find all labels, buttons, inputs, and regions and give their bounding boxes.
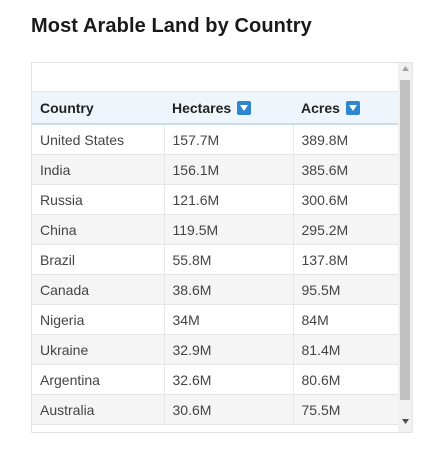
column-header-acres[interactable]: Acres: [293, 91, 398, 125]
column-header-label: Hectares: [172, 99, 232, 116]
table-row: Russia 121.6M 300.6M: [32, 184, 398, 215]
country-link[interactable]: Argentina: [32, 364, 165, 395]
hectares-cell: 32.9M: [164, 334, 294, 365]
vertical-scrollbar[interactable]: [398, 63, 412, 432]
country-link[interactable]: Brazil: [32, 244, 165, 275]
table-row: China 119.5M 295.2M: [32, 214, 398, 245]
table-row: India 156.1M 385.6M: [32, 154, 398, 185]
country-link[interactable]: Russia: [32, 184, 165, 215]
chevron-down-icon[interactable]: [398, 419, 412, 429]
hectares-cell: 38.6M: [164, 274, 294, 305]
acres-cell: 95.5M: [293, 274, 398, 305]
table-row: Brazil 55.8M 137.8M: [32, 244, 398, 275]
table-row: Argentina 32.6M 80.6M: [32, 364, 398, 395]
table-header-row: Country Hectares Acres: [32, 91, 398, 125]
page-title: Most Arable Land by Country: [31, 15, 312, 37]
hectares-cell: 121.6M: [164, 184, 294, 215]
acres-cell: 80.6M: [293, 364, 398, 395]
sort-down-icon[interactable]: [237, 100, 252, 115]
chevron-up-icon[interactable]: [398, 66, 412, 76]
country-link[interactable]: Canada: [32, 274, 165, 305]
acres-cell: 81.4M: [293, 334, 398, 365]
country-link[interactable]: Australia: [32, 394, 165, 425]
column-header-label: Country: [40, 99, 94, 116]
acres-cell: 385.6M: [293, 154, 398, 185]
country-link[interactable]: Ukraine: [32, 334, 165, 365]
country-link[interactable]: India: [32, 154, 165, 185]
sort-down-icon[interactable]: [345, 100, 360, 115]
column-header-country: Country: [32, 91, 164, 125]
acres-cell: 300.6M: [293, 184, 398, 215]
table-row: Australia 30.6M 75.5M: [32, 394, 398, 425]
acres-cell: 84M: [293, 304, 398, 335]
table-container[interactable]: Country Hectares Acres: [31, 62, 413, 433]
column-header-label: Acres: [301, 99, 340, 116]
table-row: United States 157.7M 389.8M: [32, 124, 398, 155]
hectares-cell: 119.5M: [164, 214, 294, 245]
hectares-cell: 157.7M: [164, 124, 294, 155]
country-link[interactable]: Nigeria: [32, 304, 165, 335]
scrollbar-thumb[interactable]: [400, 80, 410, 400]
hectares-cell: 30.6M: [164, 394, 294, 425]
hectares-cell: 156.1M: [164, 154, 294, 185]
table-row: Canada 38.6M 95.5M: [32, 274, 398, 305]
acres-cell: 389.8M: [293, 124, 398, 155]
acres-cell: 295.2M: [293, 214, 398, 245]
hectares-cell: 32.6M: [164, 364, 294, 395]
arable-land-table: Country Hectares Acres: [32, 91, 398, 425]
country-link[interactable]: China: [32, 214, 165, 245]
table-row: Ukraine 32.9M 81.4M: [32, 334, 398, 365]
country-link[interactable]: United States: [32, 124, 165, 155]
table-row: Nigeria 34M 84M: [32, 304, 398, 335]
hectares-cell: 55.8M: [164, 244, 294, 275]
acres-cell: 75.5M: [293, 394, 398, 425]
table-viewport: Country Hectares Acres: [32, 91, 398, 433]
column-header-hectares[interactable]: Hectares: [164, 91, 293, 125]
hectares-cell: 34M: [164, 304, 294, 335]
acres-cell: 137.8M: [293, 244, 398, 275]
